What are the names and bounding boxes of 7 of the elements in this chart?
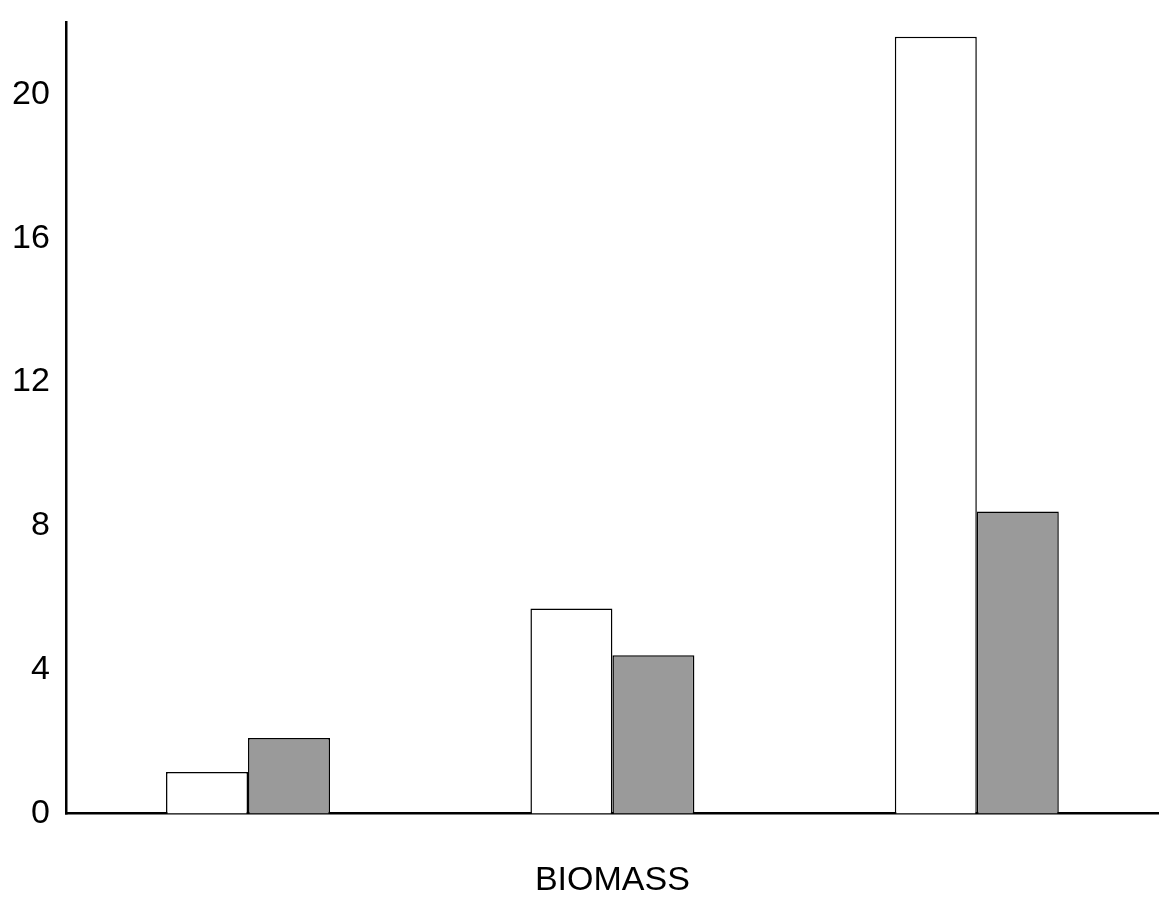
y-tick-label: 4 <box>30 647 50 686</box>
x-axis-title: BIOMASS <box>534 858 690 897</box>
y-tick-label: 0 <box>30 791 50 830</box>
y-tick-label: 8 <box>30 504 50 543</box>
y-tick-label: 16 <box>11 216 50 255</box>
y-tick-label: 12 <box>11 360 50 399</box>
y-tick-label: 20 <box>11 72 50 111</box>
